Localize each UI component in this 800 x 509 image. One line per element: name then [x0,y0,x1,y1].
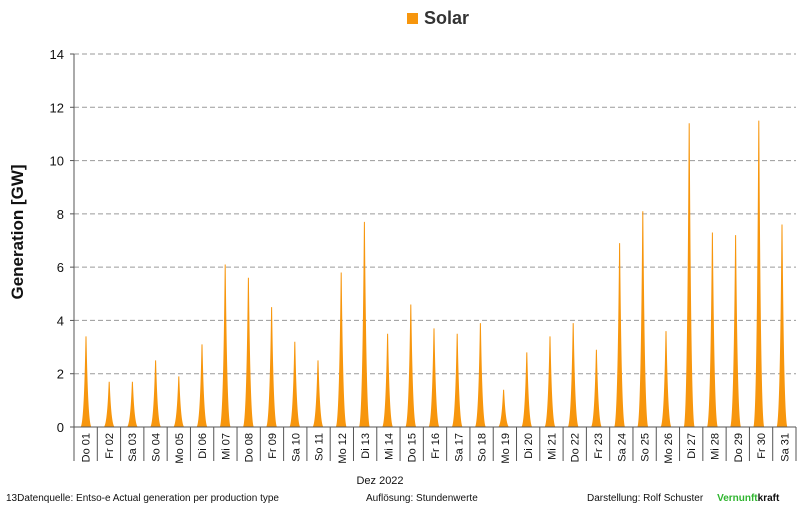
x-tick-label: Fr 16 [430,433,442,459]
solar-peak [474,323,486,427]
solar-peak [242,277,254,427]
footer-author: Darstellung: Rolf Schuster Vernunftkraft [587,493,779,504]
solar-peak [660,331,672,427]
x-tick-label: Sa 24 [616,433,628,462]
y-tick-labels: 0 2 4 6 8 10 12 14 [50,47,64,435]
legend: Solar [407,8,469,29]
solar-peak [637,211,649,427]
solar-series [80,120,788,428]
x-tick-label: Do 29 [733,433,745,462]
x-tick-label: So 25 [640,433,652,462]
solar-peak [150,360,162,427]
x-tick-label: Mo 12 [337,433,349,464]
x-tick-label: So 11 [314,433,326,461]
x-tick-label: Do 15 [407,433,419,462]
solar-peak [335,272,347,427]
solar-peak [730,235,742,427]
x-tick-label: Sa 17 [453,433,465,462]
solar-peak [103,381,115,427]
x-tick-label: Di 20 [523,433,535,459]
gridlines [74,53,796,375]
x-tick-label: Mi 14 [383,433,395,460]
resolution-value: Stundenwerte [416,493,478,504]
x-tick-label: Sa 03 [127,433,139,462]
solar-peak [80,336,92,427]
x-tick-label: Do 01 [81,433,93,462]
y-tick-label: 2 [57,367,64,382]
x-tick-label: So 18 [477,433,489,462]
solar-peak [219,264,231,427]
x-tick-label: Fr 09 [267,433,279,459]
solar-peak [614,243,626,427]
x-tick-label: Sa 10 [290,433,302,462]
solar-peak [126,381,138,427]
x-axis-label: Dez 2022 [356,475,404,487]
x-tick-label: So 04 [151,433,163,462]
solar-peak [753,120,765,427]
y-axis-label: Generation [GW] [8,164,27,300]
x-tick-label: Do 22 [570,433,582,462]
solar-peak [521,352,533,427]
x-tick-labels: Do 01 Fr 02 Sa 03 So 04 Mo 05 Di 06 Mi 07 Do 08… [81,433,792,464]
author-label: Darstellung: Rolf Schuster [587,493,704,504]
x-tick-label: Mi 21 [546,433,558,460]
legend-swatch [407,13,418,24]
brand-plain: kraft [757,493,780,504]
solar-peak [590,349,602,427]
solar-peak [382,333,394,427]
x-tick-label: Do 08 [244,433,256,462]
brand-colored: Vernunft [717,493,758,504]
solar-peak [498,389,510,427]
x-tick-label: Mi 28 [709,433,721,460]
solar-peak [196,344,208,427]
solar-peak [312,360,324,427]
x-tick-label: Fr 30 [756,433,768,459]
solar-peak [173,376,185,427]
footer-resolution: Auflösung: Stundenwerte [366,493,478,504]
solar-peak [405,304,417,427]
solar-peak [776,224,788,427]
x-tick-label: Mi 07 [220,433,232,460]
x-tick-label: Mo 26 [663,433,675,464]
y-tick-label: 8 [57,207,64,222]
axes [70,53,797,461]
resolution-label: Auflösung: [366,493,414,504]
y-tick-label: 12 [50,100,64,115]
solar-peak [706,232,718,427]
legend-label: Solar [424,8,470,28]
x-tick-label: Fr 23 [593,433,605,459]
x-tick-label: Di 13 [360,433,372,459]
x-tick-label: Mo 19 [500,433,512,464]
y-tick-label: 4 [57,313,64,328]
solar-peak [683,123,695,428]
solar-peak [289,341,301,427]
y-tick-label: 6 [57,260,64,275]
solar-peak [428,328,440,427]
footer-source: 13Datenquelle: Entso-e Actual generation… [6,493,279,504]
y-tick-label: 0 [57,420,64,435]
x-tick-label: Mo 05 [174,433,186,464]
solar-peak [567,323,579,427]
solar-peak [544,336,556,427]
x-tick-label: Fr 02 [104,433,116,459]
x-tick-label: Di 06 [197,433,209,459]
x-tick-label: Di 27 [686,433,698,459]
y-tick-label: 10 [50,154,64,169]
solar-peak [451,333,463,427]
x-tick-label: Sa 31 [779,433,791,462]
solar-peak [266,307,278,427]
solar-peak [358,221,370,427]
y-tick-label: 14 [50,47,64,62]
